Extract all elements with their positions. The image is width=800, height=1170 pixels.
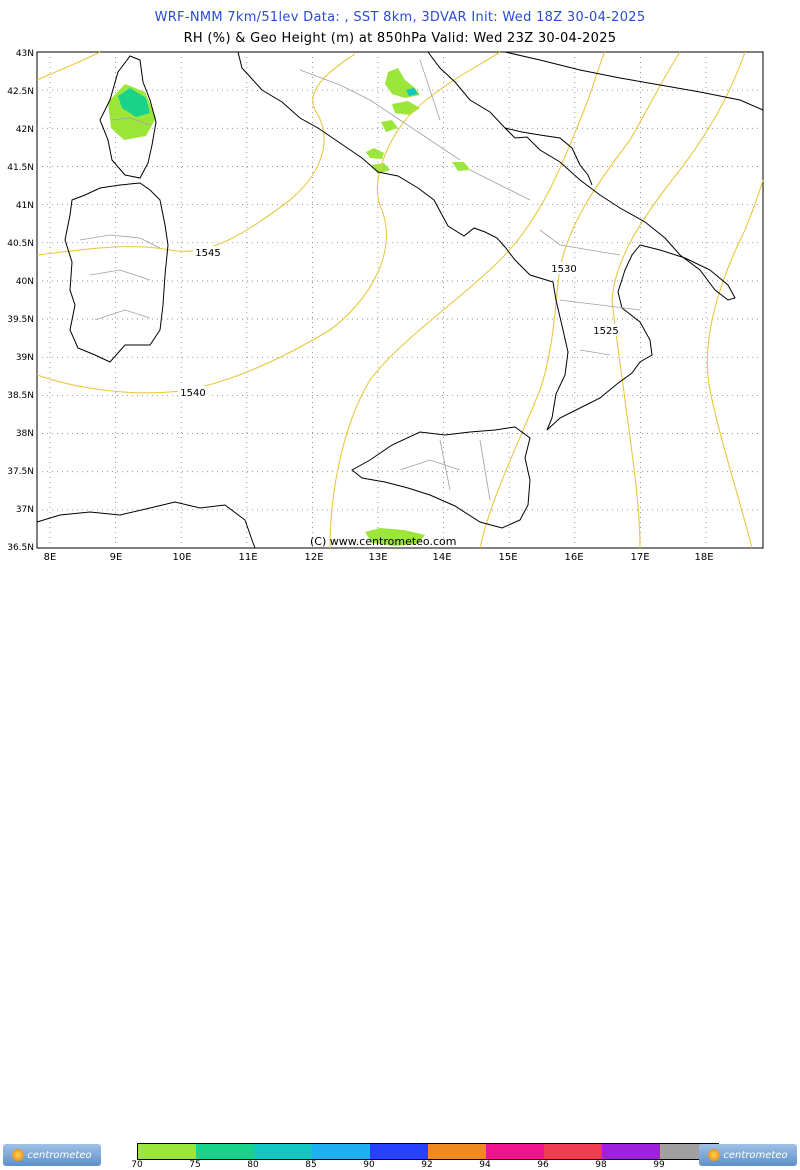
legend-swatch bbox=[428, 1144, 486, 1159]
centrometeo-logo-right: centrometeo bbox=[699, 1144, 797, 1166]
lon-label: 15E bbox=[498, 552, 517, 563]
chart-title-line-1: WRF-NMM 7km/51lev Data: , SST 8km, 3DVAR… bbox=[154, 10, 646, 25]
humidity-areas bbox=[108, 68, 470, 546]
legend-label: 99 bbox=[653, 1160, 665, 1170]
legend-swatch bbox=[602, 1144, 660, 1159]
region-borders bbox=[79, 59, 641, 501]
legend-label: 92 bbox=[421, 1160, 433, 1170]
coastlines bbox=[36, 51, 764, 549]
coast-gargano bbox=[504, 127, 593, 186]
weather-map: 43N 42.5N 42N 41.5N 41N 40.5N 40N 39.5N … bbox=[7, 49, 764, 563]
contour-labels: 1545 1540 1530 1525 bbox=[178, 246, 621, 399]
humidity-area-lazio bbox=[381, 120, 398, 132]
legend-swatch bbox=[196, 1144, 254, 1159]
legend-label: 90 bbox=[363, 1160, 375, 1170]
legend-label: 80 bbox=[247, 1160, 259, 1170]
humidity-area-south-sea bbox=[365, 528, 425, 546]
globe-icon bbox=[708, 1149, 721, 1161]
legend-label: 85 bbox=[305, 1160, 317, 1170]
lon-label: 8E bbox=[44, 552, 57, 563]
contour-1535 bbox=[329, 51, 606, 549]
legend-swatch bbox=[370, 1144, 428, 1159]
coast-apulia bbox=[427, 51, 736, 301]
longitude-labels: 8E 9E 10E 11E 12E 13E 14E 15E 16E 17E 18… bbox=[44, 552, 714, 563]
contour-1545 bbox=[36, 53, 356, 256]
legend-label: 70 bbox=[131, 1160, 143, 1170]
lat-label: 41.5N bbox=[7, 163, 34, 173]
humidity-area-campania-3 bbox=[452, 162, 470, 171]
height-contours bbox=[36, 51, 764, 549]
contour-label-1545: 1545 bbox=[195, 248, 220, 259]
logo-text-right: centrometeo bbox=[723, 1149, 788, 1161]
legend-swatch bbox=[486, 1144, 544, 1159]
centrometeo-logo-left: centrometeo bbox=[3, 1144, 101, 1166]
legend-label: 94 bbox=[479, 1160, 491, 1170]
lat-label: 39.5N bbox=[7, 315, 34, 325]
legend-swatches bbox=[137, 1143, 719, 1160]
legend-label: 96 bbox=[537, 1160, 549, 1170]
lat-label: 41N bbox=[16, 201, 34, 211]
contour-1520 bbox=[706, 179, 764, 549]
lat-label: 42.5N bbox=[7, 87, 34, 97]
lon-label: 16E bbox=[564, 552, 583, 563]
lon-label: 18E bbox=[694, 552, 713, 563]
legend-swatch bbox=[138, 1144, 196, 1159]
legend-label: 75 bbox=[189, 1160, 201, 1170]
lat-label: 42N bbox=[16, 125, 34, 135]
lon-label: 9E bbox=[110, 552, 123, 563]
contour-40n bbox=[36, 51, 101, 81]
lat-label: 40N bbox=[16, 277, 34, 287]
contour-1525 bbox=[611, 51, 746, 549]
border-mainland bbox=[299, 59, 641, 356]
lon-label: 14E bbox=[432, 552, 451, 563]
humidity-area-campania-1 bbox=[366, 148, 384, 159]
coast-calabria-east bbox=[546, 244, 653, 431]
coast-balkans bbox=[504, 51, 764, 111]
lon-label: 11E bbox=[238, 552, 257, 563]
lat-label: 43N bbox=[16, 49, 34, 59]
lat-label: 39N bbox=[16, 353, 34, 363]
legend-swatch bbox=[312, 1144, 370, 1159]
contour-label-1540: 1540 bbox=[180, 388, 205, 399]
coast-sicily bbox=[351, 426, 531, 529]
logo-text-left: centrometeo bbox=[27, 1149, 92, 1161]
lat-label: 36.5N bbox=[7, 543, 34, 553]
contour-label-1525: 1525 bbox=[593, 326, 618, 337]
lat-label: 40.5N bbox=[7, 239, 34, 249]
coast-tuscany bbox=[237, 51, 569, 431]
humidity-area-abruzzo-core bbox=[406, 88, 418, 96]
lat-label: 37N bbox=[16, 505, 34, 515]
legend-tick-labels: 70 75 80 85 90 92 94 96 98 99 bbox=[131, 1160, 719, 1170]
legend-label: 98 bbox=[595, 1160, 607, 1170]
lat-label: 38N bbox=[16, 429, 34, 439]
border-sardinia-provinces bbox=[79, 234, 161, 321]
color-legend: centrometeo 70 75 80 85 90 92 94 96 98 99 centrom… bbox=[0, 570, 800, 1170]
latitude-labels: 43N 42.5N 42N 41.5N 41N 40.5N 40N 39.5N … bbox=[7, 49, 34, 553]
map-grid bbox=[37, 52, 763, 548]
coast-tunisia bbox=[36, 501, 256, 549]
border-sicily-provinces bbox=[399, 439, 491, 501]
coast-sardinia bbox=[64, 182, 169, 363]
coast-corsica bbox=[99, 55, 157, 179]
legend-swatch bbox=[254, 1144, 312, 1159]
border-corsica bbox=[111, 117, 151, 126]
legend-swatch bbox=[544, 1144, 602, 1159]
lat-label: 37.5N bbox=[7, 467, 34, 477]
lon-label: 13E bbox=[368, 552, 387, 563]
lon-label: 10E bbox=[172, 552, 191, 563]
copyright-text: (C) www.centrometeo.com bbox=[310, 535, 456, 548]
contour-1540 bbox=[36, 51, 501, 394]
humidity-area-corsica-core bbox=[118, 88, 150, 117]
globe-icon bbox=[12, 1149, 25, 1161]
lon-label: 12E bbox=[304, 552, 323, 563]
lon-label: 17E bbox=[630, 552, 649, 563]
map-frame bbox=[36, 51, 764, 549]
chart-title-line-2: RH (%) & Geo Height (m) at 850hPa Valid:… bbox=[183, 31, 617, 46]
lat-label: 38.5N bbox=[7, 391, 34, 401]
contour-label-1530: 1530 bbox=[551, 264, 576, 275]
